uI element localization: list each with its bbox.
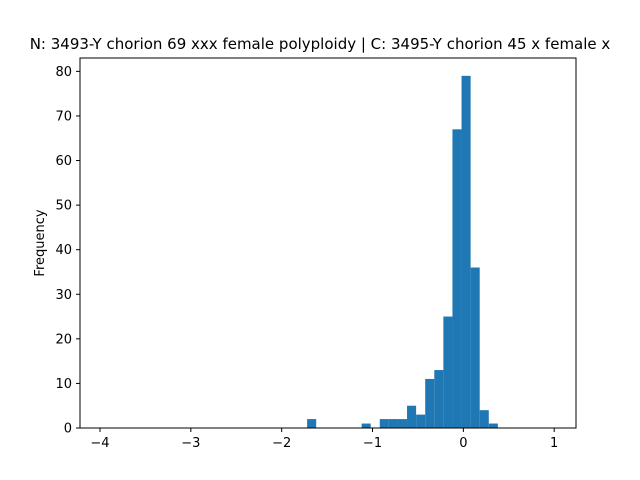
histogram-bar [452, 129, 462, 428]
x-tick-label: −4 [90, 436, 109, 451]
histogram-bar [488, 423, 498, 428]
y-axis-ticks: 0 10 20 30 40 50 60 70 80 [55, 65, 80, 437]
plot-frame [79, 57, 577, 429]
y-tick-label: 20 [55, 332, 72, 347]
y-tick-label: 40 [55, 243, 72, 258]
histogram-bar [425, 378, 435, 428]
histogram-bar [443, 316, 453, 428]
histogram-bar [379, 419, 389, 428]
histogram-bar [407, 405, 417, 428]
histogram-bar [361, 423, 371, 428]
chart-title: N: 3493-Y chorion 69 xxx female polyploi… [30, 35, 611, 53]
histogram-bar [388, 419, 398, 428]
bars-group [307, 75, 498, 428]
histogram-bar [470, 267, 480, 428]
x-tick-label: 1 [550, 436, 558, 451]
x-tick-label: −3 [181, 436, 200, 451]
y-tick-label: 10 [55, 377, 72, 392]
histogram-bar [479, 410, 489, 428]
histogram-bar [397, 419, 408, 428]
y-tick-label: 30 [55, 288, 72, 303]
y-tick-label: 50 [55, 199, 72, 214]
y-tick-label: 0 [64, 422, 72, 437]
x-axis-ticks: −4 −3 −2 −1 0 1 [90, 428, 558, 451]
histogram-bar [416, 414, 426, 428]
y-tick-label: 60 [55, 154, 72, 169]
x-tick-label: −1 [363, 436, 382, 451]
x-tick-label: −2 [272, 436, 291, 451]
x-tick-label: 0 [459, 436, 467, 451]
y-tick-label: 70 [55, 109, 72, 124]
histogram-bar [434, 370, 444, 428]
histogram-bar [307, 419, 317, 428]
y-axis-label: Frequency [33, 209, 48, 276]
y-tick-label: 80 [55, 65, 72, 80]
histogram-bar [461, 75, 471, 428]
